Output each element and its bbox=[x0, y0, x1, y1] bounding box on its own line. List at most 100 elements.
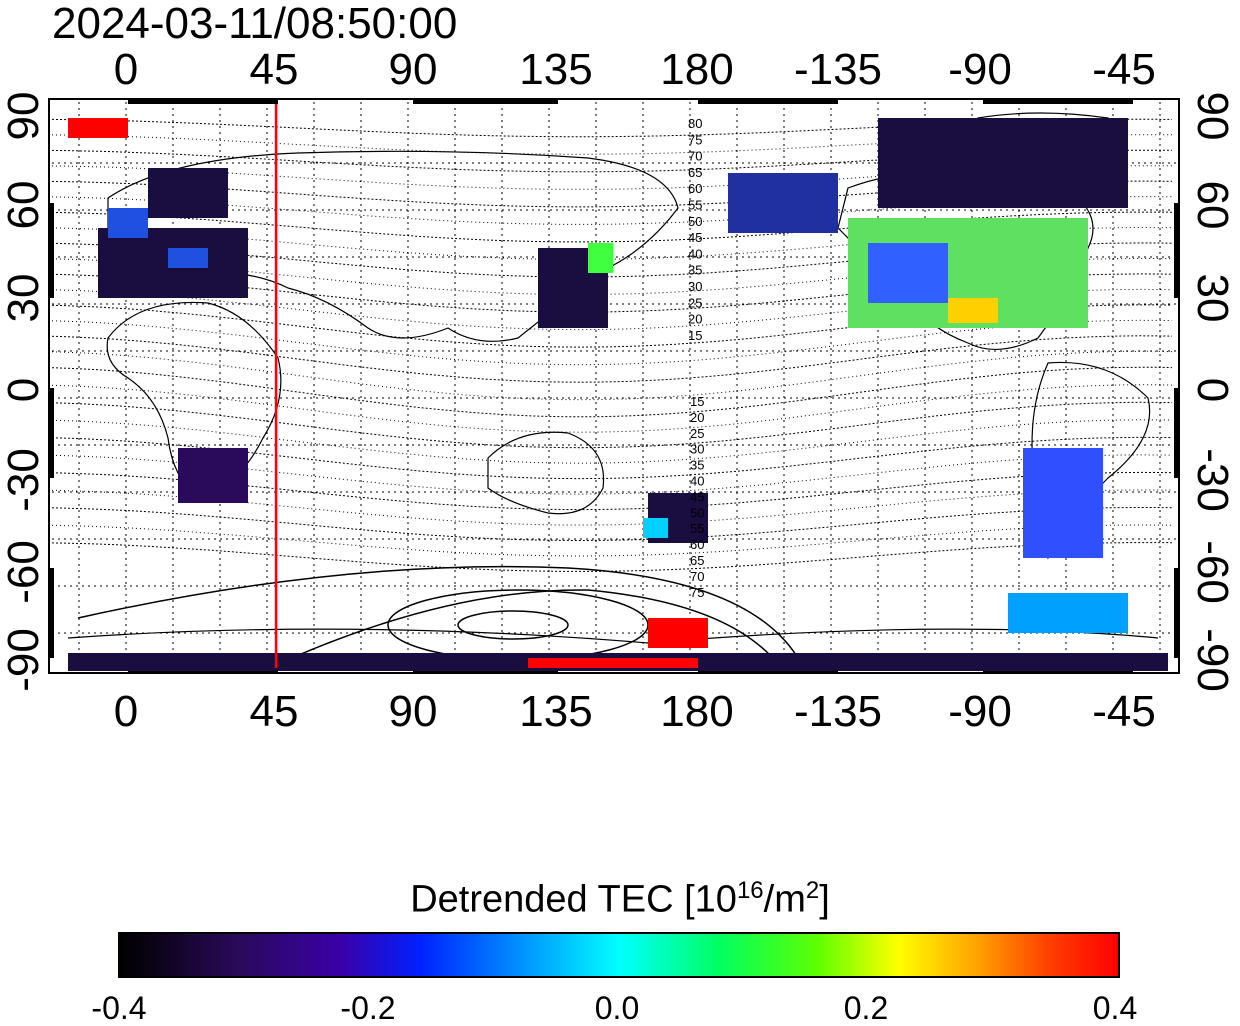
top-lon-tick: 0 bbox=[113, 45, 139, 94]
colorbar-title-end: ] bbox=[819, 878, 830, 921]
contour-line bbox=[51, 211, 1173, 243]
contour-line bbox=[51, 180, 1173, 208]
bottom-lon-tick: 90 bbox=[388, 687, 438, 736]
contour-line bbox=[51, 165, 1173, 190]
bottom-lon-tick: 0 bbox=[113, 687, 139, 736]
timestamp-title: 2024-03-11/08:50:00 bbox=[52, 0, 458, 48]
contour-label: 45 bbox=[690, 489, 704, 504]
contour-label: 60 bbox=[690, 537, 704, 552]
bottom-lon-tick: 180 bbox=[660, 687, 734, 736]
contour-label: 75 bbox=[688, 132, 702, 147]
right-lat-tick: -30 bbox=[1188, 448, 1237, 512]
contour-label: 45 bbox=[688, 230, 702, 245]
left-lat-tick: 0 bbox=[0, 377, 48, 403]
colorbar-tick: 0.2 bbox=[843, 990, 889, 1026]
patch-europe bbox=[98, 168, 248, 298]
colorbar-gradient bbox=[118, 932, 1120, 978]
contour-line bbox=[51, 149, 1173, 173]
patch-alaska bbox=[728, 173, 838, 233]
right-lat-tick: -90 bbox=[1188, 628, 1237, 692]
left-lat-tick: 60 bbox=[0, 180, 48, 230]
contour-line bbox=[51, 471, 1173, 511]
colorbar-tick: 0.4 bbox=[1092, 990, 1138, 1026]
contour-line bbox=[51, 134, 1173, 155]
right-lat-tick: 60 bbox=[1188, 180, 1237, 230]
contour-label: 55 bbox=[690, 521, 704, 536]
contour-label: 50 bbox=[688, 214, 702, 229]
colorbar-tick: 0.0 bbox=[594, 990, 640, 1026]
patch-southern-africa bbox=[178, 448, 248, 503]
contour-label: 65 bbox=[690, 553, 704, 568]
colorbar-tick: -0.2 bbox=[340, 990, 396, 1026]
patch-antarctic-mix bbox=[1008, 593, 1128, 633]
patch-florida bbox=[948, 298, 998, 323]
top-lon-tick: -90 bbox=[948, 45, 1012, 94]
top-lon-tick: -45 bbox=[1092, 45, 1156, 94]
contour-label: 65 bbox=[688, 165, 702, 180]
contour-label: 35 bbox=[688, 263, 702, 278]
contour-label: 25 bbox=[688, 295, 702, 310]
contour-label: 60 bbox=[688, 181, 702, 196]
left-lat-tick: -90 bbox=[0, 628, 48, 692]
patch-europe-blue bbox=[108, 208, 208, 268]
right-lat-tick: -60 bbox=[1188, 540, 1237, 604]
contour-label: 50 bbox=[690, 505, 704, 520]
contour-line bbox=[51, 454, 1173, 495]
top-lon-tick: 45 bbox=[249, 45, 299, 94]
right-lat-tick: 90 bbox=[1188, 91, 1237, 141]
contour-line bbox=[51, 242, 1173, 278]
left-lat-tick: 30 bbox=[0, 273, 48, 323]
colorbar-title-exponent-2: 2 bbox=[805, 877, 820, 904]
contour-line bbox=[51, 196, 1173, 225]
contour-label: 15 bbox=[688, 328, 702, 343]
left-lat-tick: -60 bbox=[0, 540, 48, 604]
contour-label: 20 bbox=[688, 312, 702, 327]
contour-label: 35 bbox=[690, 458, 704, 473]
contour-label: 30 bbox=[688, 279, 702, 294]
colorbar-title-unit: /m bbox=[763, 878, 806, 921]
contour-label: 25 bbox=[690, 426, 704, 441]
colorbar-title-exponent: 16 bbox=[736, 877, 764, 904]
contour-label: 40 bbox=[688, 246, 702, 261]
australia-coast bbox=[487, 431, 605, 515]
contour-label: 75 bbox=[690, 585, 704, 600]
patch-antarctic-red bbox=[528, 618, 708, 668]
right-lat-tick: 30 bbox=[1188, 273, 1237, 323]
contour-line bbox=[51, 436, 1173, 480]
top-lon-tick: 135 bbox=[519, 45, 593, 94]
top-lon-tick: -135 bbox=[793, 45, 883, 94]
colorbar-title-main: Detrended TEC [10 bbox=[410, 878, 737, 921]
colorbar-tick: -0.4 bbox=[91, 990, 147, 1026]
left-lat-tick: -30 bbox=[0, 448, 48, 512]
antarctica-coast bbox=[67, 628, 1159, 644]
contour-label: 80 bbox=[688, 116, 702, 131]
contour-line bbox=[51, 401, 1173, 449]
bottom-lon-tick: 135 bbox=[519, 687, 593, 736]
patch-japan-green bbox=[588, 243, 613, 273]
bottom-lon-tick: -135 bbox=[793, 687, 883, 736]
bottom-lon-tick: -90 bbox=[948, 687, 1012, 736]
patch-arctic-red bbox=[68, 118, 128, 138]
contour-label: 20 bbox=[690, 410, 704, 425]
contour-label: 40 bbox=[690, 474, 704, 489]
contour-line bbox=[51, 335, 1173, 383]
patch-nz-cyan bbox=[643, 518, 668, 538]
top-lon-tick: 180 bbox=[660, 45, 734, 94]
patch-canada-dark bbox=[878, 118, 1128, 208]
lat-lon-grid bbox=[52, 102, 1176, 670]
bottom-lon-tick: -45 bbox=[1092, 687, 1156, 736]
africa-coast bbox=[106, 301, 282, 499]
right-lat-tick: 0 bbox=[1188, 377, 1237, 403]
patch-north-america-blue bbox=[868, 243, 948, 303]
contour-label: 70 bbox=[688, 149, 702, 164]
tec-data-patches bbox=[68, 118, 1168, 671]
contour-line bbox=[51, 507, 1173, 542]
contour-label: 15 bbox=[690, 394, 704, 409]
contour-label: 30 bbox=[690, 442, 704, 457]
contour-label: 70 bbox=[690, 569, 704, 584]
contour-label: 55 bbox=[688, 198, 702, 213]
top-lon-tick: 90 bbox=[388, 45, 438, 94]
